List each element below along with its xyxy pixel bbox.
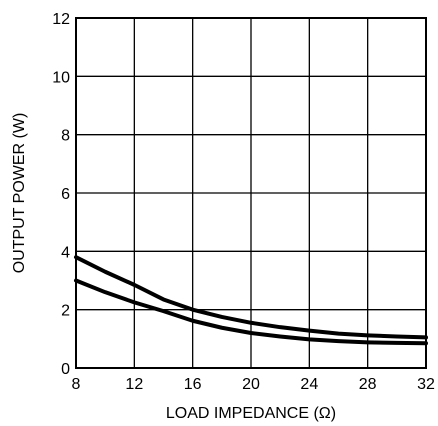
series-line-2 bbox=[74, 278, 428, 346]
series-line-1 bbox=[74, 255, 428, 340]
x-tick-label: 8 bbox=[72, 376, 81, 393]
x-tick-label: 32 bbox=[417, 376, 435, 393]
y-tick-label: 6 bbox=[61, 186, 70, 203]
y-tick-label: 2 bbox=[61, 303, 70, 320]
x-tick-label: 16 bbox=[184, 376, 202, 393]
y-tick-label: 12 bbox=[52, 11, 70, 28]
y-tick-label: 10 bbox=[52, 69, 70, 86]
plot-frame bbox=[75, 17, 427, 369]
x-tick-label: 12 bbox=[125, 376, 143, 393]
series-lines bbox=[74, 255, 428, 346]
y-tick-label: 8 bbox=[61, 128, 70, 145]
y-tick-label: 0 bbox=[61, 361, 70, 378]
y-axis-title: OUTPUT POWER (W) bbox=[11, 113, 28, 274]
y-tick-label: 4 bbox=[61, 244, 70, 261]
x-axis-title: LOAD IMPEDANCE (Ω) bbox=[166, 405, 336, 422]
grid bbox=[75, 17, 427, 369]
x-tick-label: 28 bbox=[359, 376, 377, 393]
x-tick-label: 24 bbox=[300, 376, 318, 393]
x-tick-label: 20 bbox=[242, 376, 260, 393]
